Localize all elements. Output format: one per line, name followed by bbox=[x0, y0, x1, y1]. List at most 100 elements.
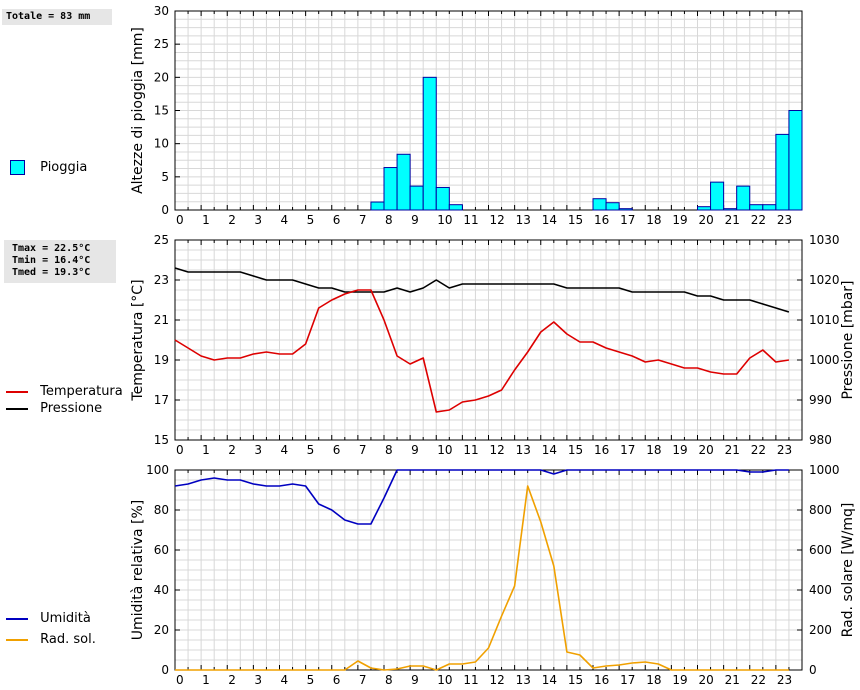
hum-y2tick-label: 800 bbox=[809, 503, 832, 517]
rain-bar bbox=[605, 202, 620, 211]
rain-xtick-label: 6 bbox=[333, 213, 341, 227]
rain-bar bbox=[723, 208, 738, 211]
temp-xtick-label: 3 bbox=[254, 443, 262, 457]
legend-umidita: Umidità bbox=[6, 611, 91, 626]
rain-bar bbox=[736, 185, 751, 211]
temp-xtick-label: 14 bbox=[542, 443, 557, 457]
rain-xtick-label: 22 bbox=[751, 213, 766, 227]
temp-xtick-label: 4 bbox=[281, 443, 289, 457]
rain-bar bbox=[762, 204, 777, 211]
temp-xtick-label: 7 bbox=[359, 443, 367, 457]
temp-xtick-label: 11 bbox=[463, 443, 478, 457]
hum-ytick-label: 0 bbox=[161, 663, 169, 677]
rain-xtick-label: 2 bbox=[228, 213, 236, 227]
hum-ytick-label: 60 bbox=[154, 543, 169, 557]
hum-xtick-label: 12 bbox=[490, 673, 505, 687]
umidita-line-icon bbox=[6, 617, 28, 620]
hum-y2tick-label: 1000 bbox=[809, 463, 840, 477]
temp-xtick-label: 16 bbox=[594, 443, 609, 457]
hum-xtick-label: 8 bbox=[385, 673, 393, 687]
hum-xtick-label: 4 bbox=[281, 673, 289, 687]
temp-xtick-label: 2 bbox=[228, 443, 236, 457]
temp-y2label: Pressione [mbar] bbox=[840, 280, 856, 399]
hum-xtick-label: 19 bbox=[672, 673, 687, 687]
rain-xtick-label: 14 bbox=[542, 213, 557, 227]
legend-pioggia: Pioggia bbox=[10, 160, 87, 175]
temperatura-line-icon bbox=[6, 390, 28, 393]
rain-ytick-label: 25 bbox=[154, 37, 169, 51]
rain-xtick-label: 20 bbox=[699, 213, 714, 227]
rain-xtick-label: 12 bbox=[490, 213, 505, 227]
rain-xtick-label: 9 bbox=[411, 213, 419, 227]
temp-xtick-label: 6 bbox=[333, 443, 341, 457]
temperature-stats-box: Tmax = 22.5°C Tmin = 16.4°C Tmed = 19.3°… bbox=[4, 240, 116, 283]
hum-y2tick-label: 0 bbox=[809, 663, 817, 677]
hum-xtick-label: 3 bbox=[254, 673, 262, 687]
temp-y2tick-label: 990 bbox=[809, 393, 832, 407]
rain-xtick-label: 23 bbox=[777, 213, 792, 227]
hum-xtick-label: 17 bbox=[620, 673, 635, 687]
hum-y2label: Rad. solare [W/mq] bbox=[840, 503, 856, 638]
hum-ytick-label: 40 bbox=[154, 583, 169, 597]
pressione-legend-label: Pressione bbox=[40, 401, 103, 416]
temp-y2tick-label: 1020 bbox=[809, 273, 840, 287]
rain-bar bbox=[618, 208, 633, 211]
temp-ytick-label: 19 bbox=[154, 353, 169, 367]
hum-xtick-label: 21 bbox=[725, 673, 740, 687]
hum-y2tick-label: 600 bbox=[809, 543, 832, 557]
rain-bar bbox=[592, 198, 607, 211]
radiation-line bbox=[175, 485, 789, 671]
hum-xtick-label: 22 bbox=[751, 673, 766, 687]
temp-y2tick-label: 1000 bbox=[809, 353, 840, 367]
temp-xtick-label: 18 bbox=[646, 443, 661, 457]
hum-xtick-label: 11 bbox=[463, 673, 478, 687]
temp-ytick-label: 23 bbox=[154, 273, 169, 287]
temp-xtick-label: 0 bbox=[176, 443, 184, 457]
rain-ytick-label: 10 bbox=[154, 137, 169, 151]
hum-xtick-label: 0 bbox=[176, 673, 184, 687]
temp-ylabel: Temperatura [°C] bbox=[130, 279, 146, 401]
rain-bar bbox=[396, 153, 411, 211]
hum-xtick-label: 7 bbox=[359, 673, 367, 687]
hum-y2tick-label: 200 bbox=[809, 623, 832, 637]
hum-xtick-label: 16 bbox=[594, 673, 609, 687]
rain-xtick-label: 7 bbox=[359, 213, 367, 227]
hum-xtick-label: 14 bbox=[542, 673, 557, 687]
temp-xtick-label: 13 bbox=[516, 443, 531, 457]
rain-xtick-label: 18 bbox=[646, 213, 661, 227]
rain-bar bbox=[435, 186, 450, 211]
temp-xtick-label: 17 bbox=[620, 443, 635, 457]
temp-xtick-label: 21 bbox=[725, 443, 740, 457]
temp-ytick-label: 17 bbox=[154, 393, 169, 407]
rain-xtick-label: 15 bbox=[568, 213, 583, 227]
rain-ytick-label: 30 bbox=[154, 4, 169, 18]
temp-xtick-label: 12 bbox=[490, 443, 505, 457]
rain-total-text: Totale = 83 mm bbox=[6, 11, 91, 22]
rain-ytick-label: 0 bbox=[161, 203, 169, 217]
rain-bar bbox=[697, 206, 712, 211]
rain-xtick-label: 16 bbox=[594, 213, 609, 227]
hum-xtick-label: 13 bbox=[516, 673, 531, 687]
pioggia-swatch-icon bbox=[10, 160, 25, 175]
temp-xtick-label: 15 bbox=[568, 443, 583, 457]
legend-radsol: Rad. sol. bbox=[6, 632, 96, 647]
temp-xtick-label: 8 bbox=[385, 443, 393, 457]
radsol-legend-label: Rad. sol. bbox=[40, 632, 96, 647]
temp-xtick-label: 20 bbox=[699, 443, 714, 457]
hum-y2tick-label: 400 bbox=[809, 583, 832, 597]
rain-xtick-label: 13 bbox=[516, 213, 531, 227]
tmax-text: Tmax = 22.5°C bbox=[12, 243, 91, 254]
rain-bar bbox=[788, 110, 803, 211]
pressure-line bbox=[174, 267, 790, 313]
hum-xtick-label: 6 bbox=[333, 673, 341, 687]
temp-xtick-label: 10 bbox=[437, 443, 452, 457]
tmin-text: Tmin = 16.4°C bbox=[12, 255, 91, 266]
tmed-text: Tmed = 19.3°C bbox=[12, 267, 91, 278]
rain-bar bbox=[749, 204, 764, 211]
hum-xtick-label: 5 bbox=[307, 673, 315, 687]
rain-bar bbox=[383, 167, 398, 211]
hum-xtick-label: 18 bbox=[646, 673, 661, 687]
rain-xtick-label: 17 bbox=[620, 213, 635, 227]
temp-xtick-label: 5 bbox=[307, 443, 315, 457]
